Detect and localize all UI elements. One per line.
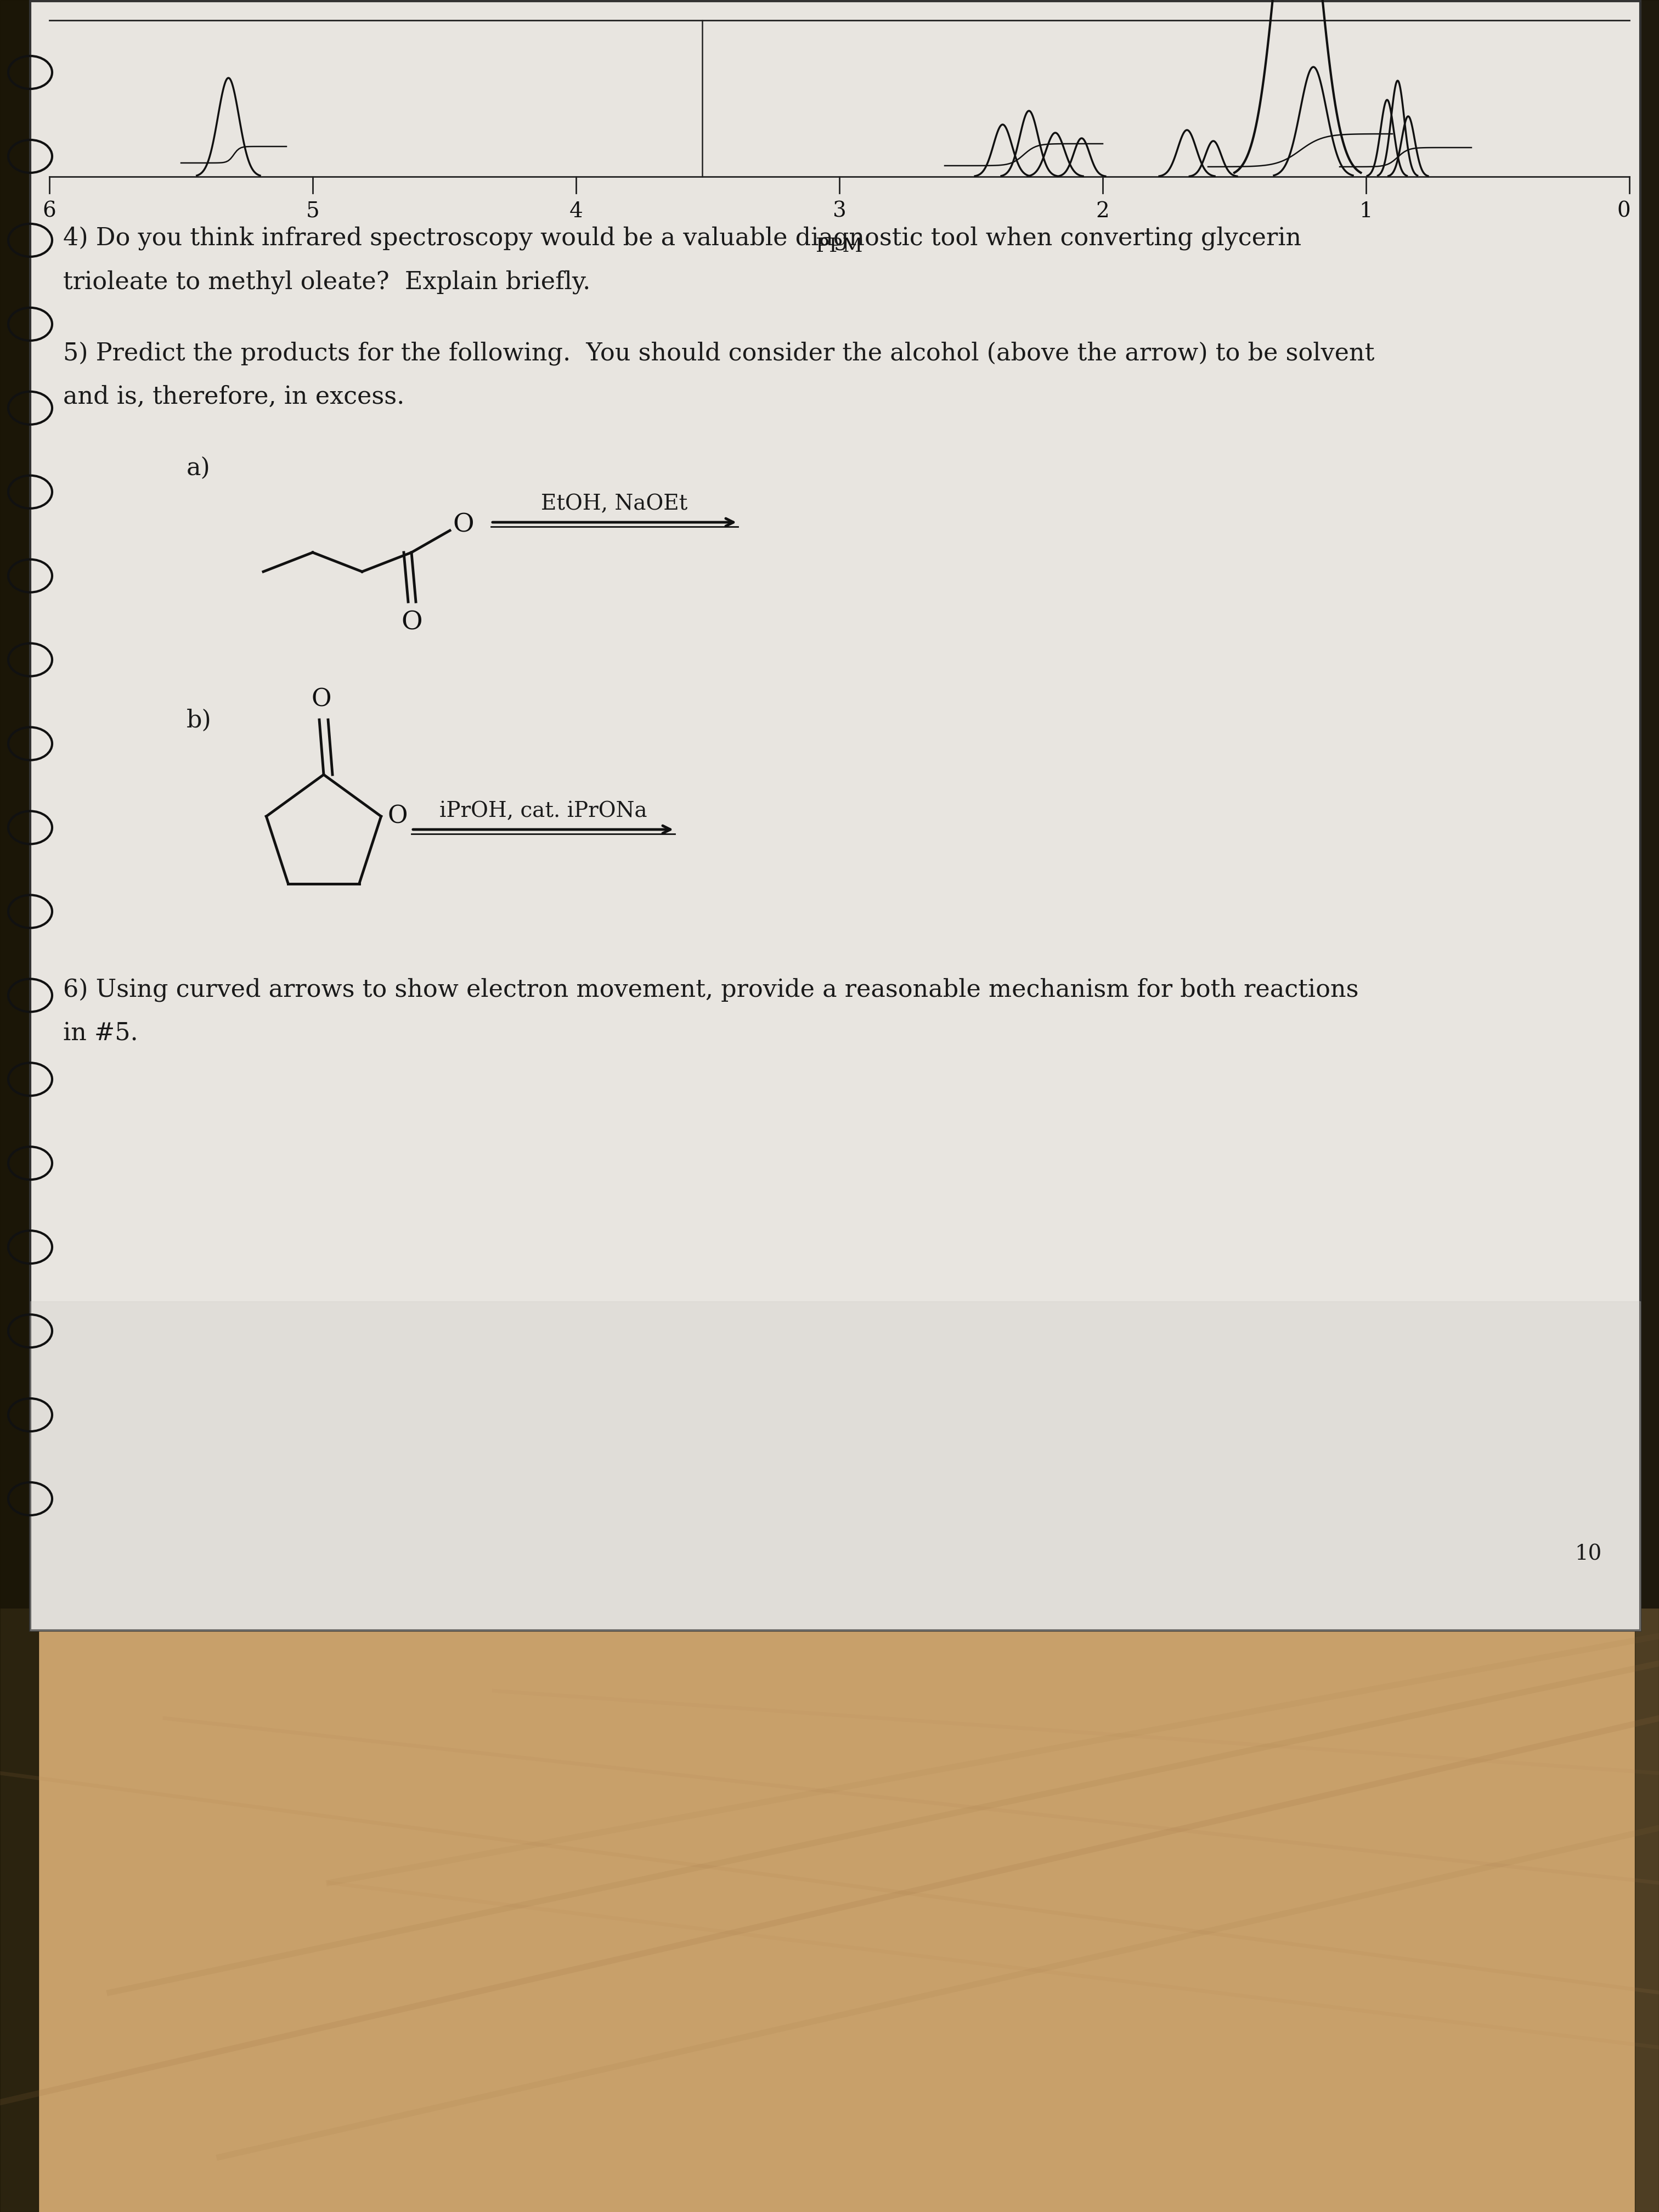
Text: and is, therefore, in excess.: and is, therefore, in excess. [63, 385, 405, 409]
Text: 6: 6 [43, 201, 56, 221]
Text: 4: 4 [569, 201, 582, 221]
Text: PPM: PPM [816, 237, 863, 257]
Text: in #5.: in #5. [63, 1022, 138, 1046]
Text: 2: 2 [1097, 201, 1110, 221]
FancyBboxPatch shape [30, 0, 1641, 1630]
Text: O: O [388, 805, 408, 827]
Text: 4) Do you think infrared spectroscopy would be a valuable diagnostic tool when c: 4) Do you think infrared spectroscopy wo… [63, 226, 1301, 250]
Text: b): b) [186, 708, 212, 732]
Text: O: O [401, 611, 423, 635]
Text: O: O [453, 513, 474, 538]
Text: 10: 10 [1574, 1544, 1603, 1564]
Text: O: O [312, 688, 332, 712]
Text: 3: 3 [833, 201, 846, 221]
Bar [0, 1608, 1659, 2212]
Text: trioleate to methyl oleate?  Explain briefly.: trioleate to methyl oleate? Explain brie… [63, 270, 591, 294]
Text: 1: 1 [1359, 201, 1372, 221]
Text: 5) Predict the products for the following.  You should consider the alcohol (abo: 5) Predict the products for the followin… [63, 341, 1374, 365]
Text: iPrOH, cat. iPrONa: iPrOH, cat. iPrONa [440, 801, 647, 821]
Text: a): a) [186, 456, 211, 480]
Text: 0: 0 [1618, 201, 1631, 221]
Text: 5: 5 [305, 201, 320, 221]
Text: 6) Using curved arrows to show electron movement, provide a reasonable mechanism: 6) Using curved arrows to show electron … [63, 978, 1359, 1002]
Text: EtOH, NaOEt: EtOH, NaOEt [541, 493, 688, 513]
